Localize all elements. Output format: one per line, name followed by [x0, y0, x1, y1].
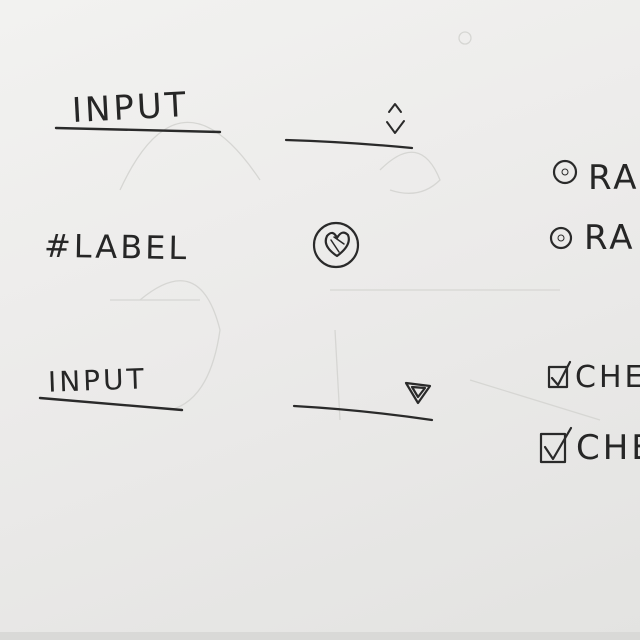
radio-2-icon — [549, 226, 573, 250]
radio-1-icon — [552, 159, 578, 185]
heart-icon — [324, 231, 350, 258]
input-field-underline — [284, 138, 414, 150]
checkbox-2-icon — [539, 426, 573, 464]
checkbox-label-1: CHE — [575, 360, 640, 395]
dropdown-caret-icon — [404, 381, 432, 405]
dropdown-label-underline — [38, 396, 184, 412]
radio-label-1: RA — [588, 158, 640, 198]
dropdown-field-underline — [292, 404, 434, 422]
stepper-arrows-icon — [386, 103, 405, 134]
heart-button-circle — [312, 221, 360, 269]
checkbox-1-icon — [547, 360, 572, 389]
input-label-underline — [54, 126, 222, 134]
checkbox-label-2: CHE — [576, 428, 640, 468]
radio-label-2: RA — [584, 218, 636, 258]
paper-bottom-edge — [0, 632, 640, 640]
